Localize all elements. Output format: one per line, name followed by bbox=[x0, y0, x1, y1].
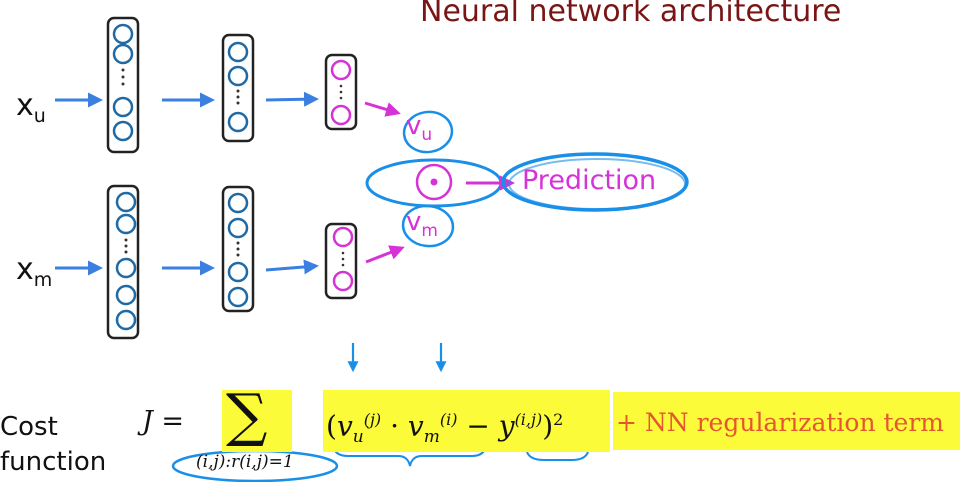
input-label-movie: xm bbox=[16, 252, 52, 291]
user-tower bbox=[55, 16, 401, 154]
prediction-label: Prediction bbox=[522, 165, 657, 196]
dot-product-node bbox=[365, 110, 515, 248]
vector-user-base: v bbox=[406, 111, 422, 141]
open-paren: ( bbox=[326, 409, 337, 443]
vm-base: v bbox=[407, 409, 424, 443]
regularization-highlight bbox=[613, 392, 960, 450]
movie-tower bbox=[55, 184, 405, 340]
input-user-base: x bbox=[16, 88, 34, 123]
vu-sup: (j) bbox=[363, 410, 382, 429]
input-movie-base: x bbox=[16, 252, 34, 287]
minus-operator: − bbox=[466, 409, 490, 443]
diagram-title: Neural network architecture bbox=[420, 0, 842, 29]
sum-subscript: (i,j):r(i,j)=1 bbox=[196, 452, 294, 472]
vu-base: v bbox=[336, 409, 353, 443]
vector-user-sub: u bbox=[421, 125, 433, 146]
close-paren: ) bbox=[542, 409, 554, 443]
vector-label-user: vu bbox=[406, 111, 432, 145]
prediction-node bbox=[501, 152, 689, 212]
regularization-term: + NN regularization term bbox=[616, 408, 945, 437]
vu-sub: u bbox=[352, 426, 364, 447]
cost-function-label: Cost function bbox=[0, 410, 106, 480]
input-label-user: xu bbox=[16, 88, 46, 127]
sum-symbol: ∑ bbox=[226, 381, 268, 449]
cost-label-line1: Cost bbox=[0, 412, 58, 442]
error-term-highlight bbox=[323, 390, 610, 452]
error-term: (vu(j) · vm(i) − y(i,j))2 bbox=[326, 400, 563, 457]
input-user-sub: u bbox=[33, 105, 46, 127]
dot-operator: · bbox=[390, 409, 399, 443]
cost-label-line2: function bbox=[0, 447, 107, 477]
y-sup: (i,j) bbox=[514, 410, 543, 429]
sum-highlight bbox=[222, 390, 292, 452]
vm-sub: m bbox=[423, 426, 440, 447]
input-movie-sub: m bbox=[33, 269, 53, 291]
vector-movie-base: v bbox=[406, 207, 422, 237]
vector-label-movie: vm bbox=[406, 207, 438, 241]
movie-layer-1 bbox=[106, 184, 140, 340]
user-layer-2 bbox=[221, 33, 255, 143]
vm-sup: (i) bbox=[439, 410, 458, 429]
square-exponent: 2 bbox=[553, 410, 564, 429]
y-base: y bbox=[498, 409, 515, 443]
cost-symbol: J = bbox=[142, 406, 185, 437]
vector-movie-sub: m bbox=[421, 221, 438, 242]
